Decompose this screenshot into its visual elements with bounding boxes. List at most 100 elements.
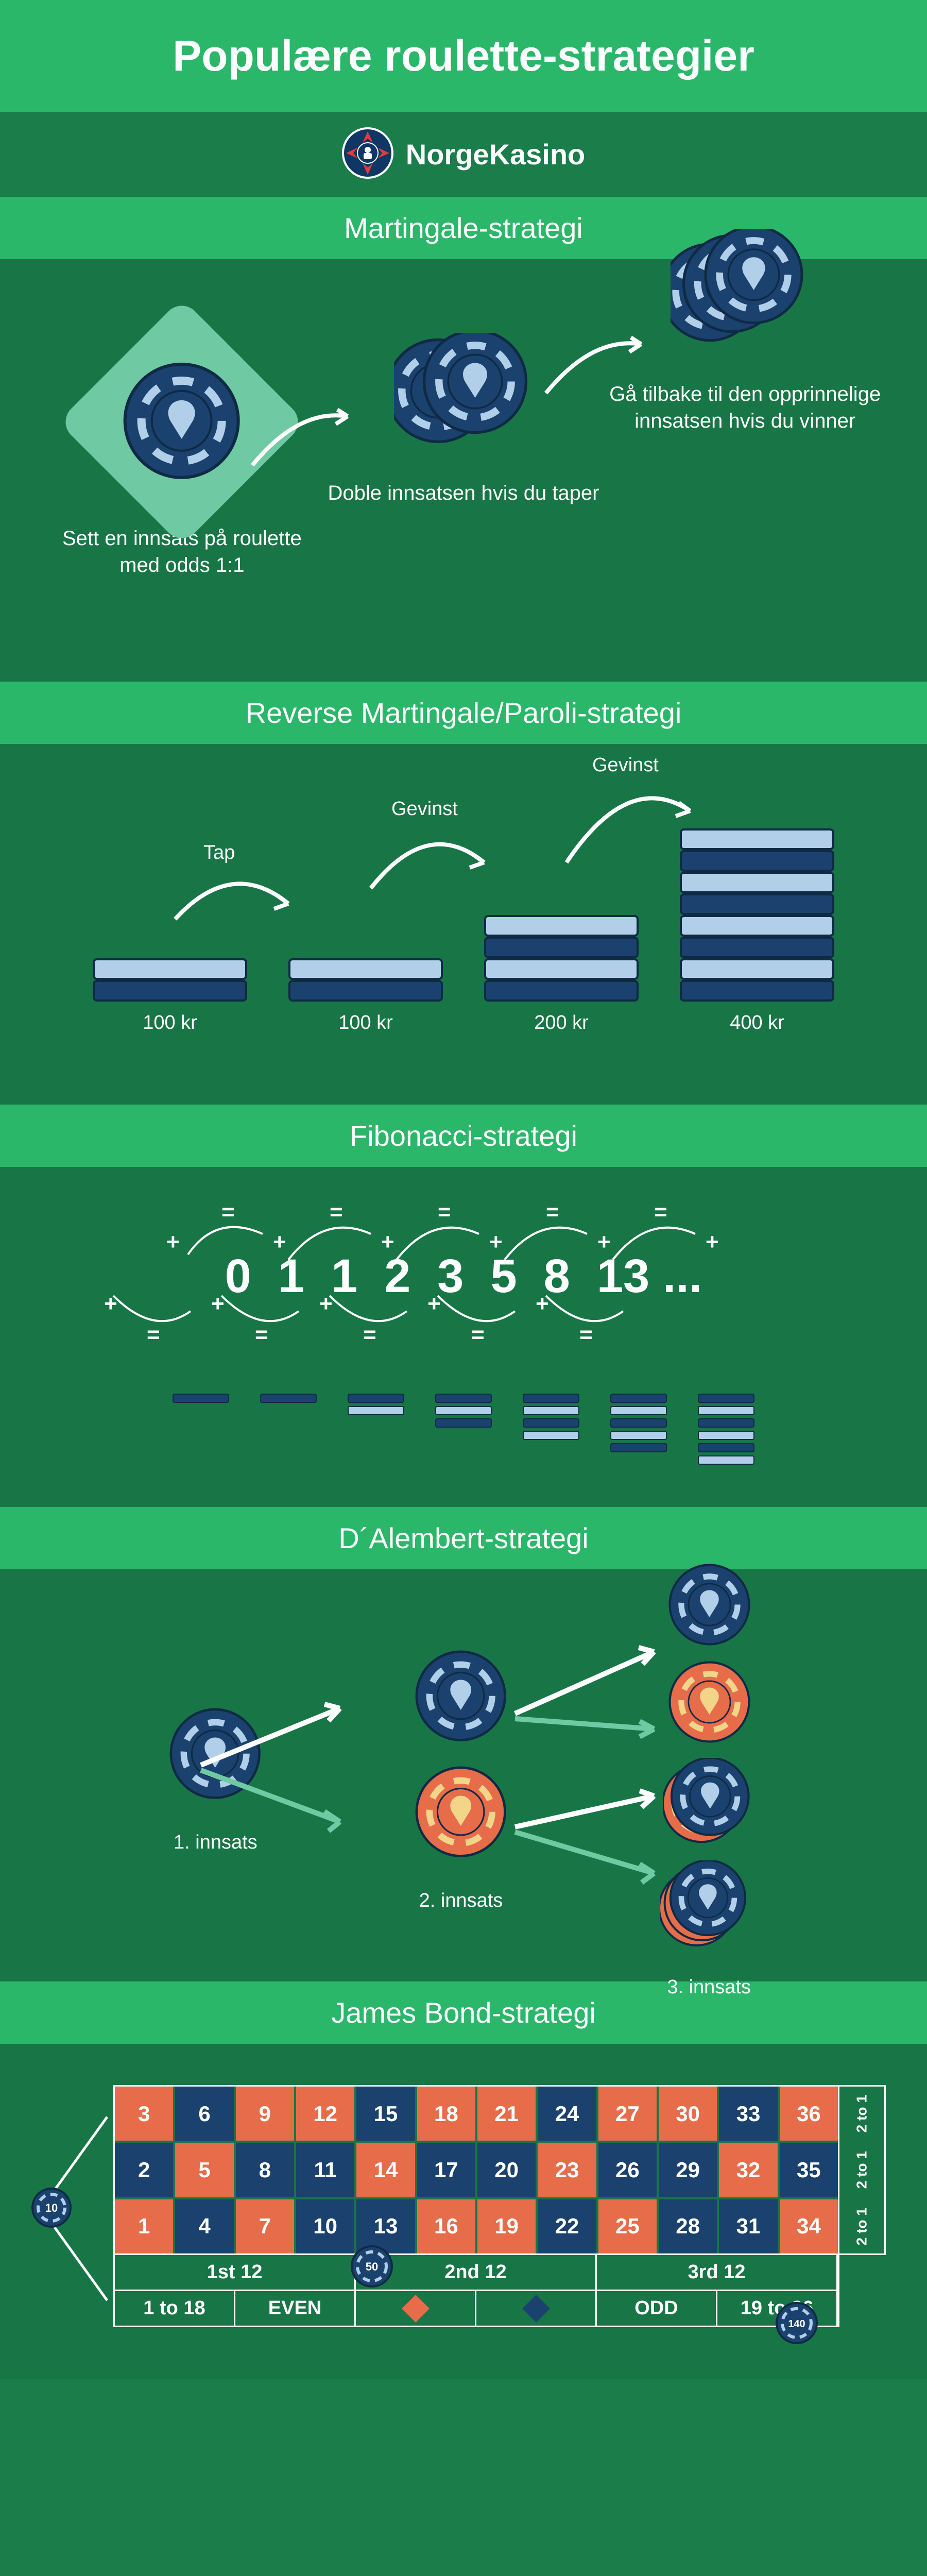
paroli-body: 100 kr100 kr200 kr400 kr Tap Gevinst Gev… <box>0 744 927 1105</box>
board-cell: 3 <box>115 2087 173 2141</box>
chip-stack <box>288 958 443 1002</box>
chip-slab <box>680 893 834 915</box>
bottom-cell: ODD <box>597 2291 717 2326</box>
chip-slab-small <box>173 1394 229 1403</box>
fib-chip-stack <box>610 1394 667 1465</box>
fibonacci-arcs-icon: ++++++ +++++ ===== ===== <box>41 1198 886 1363</box>
chip-slab-small <box>435 1406 492 1415</box>
chip-slab <box>288 980 443 1002</box>
chip-slab-small <box>698 1394 754 1403</box>
board-cell: 10 <box>296 2199 354 2253</box>
fibonacci-chip-stacks <box>41 1394 886 1465</box>
dalembert-col-3: 3. innsats <box>660 1563 758 1998</box>
svg-text:+: + <box>536 1291 549 1316</box>
chip-slab <box>680 958 834 980</box>
board-cell: 23 <box>538 2143 596 2197</box>
chip-slab-small <box>435 1418 492 1428</box>
stack-label: 100 kr <box>93 1012 247 1034</box>
svg-text:+: + <box>381 1229 394 1255</box>
dalembert-body: 1. innsats 2. innsats <box>0 1569 927 1981</box>
svg-text:=: = <box>221 1199 235 1225</box>
dalembert-heading: D´Alembert-strategi <box>0 1521 927 1555</box>
chip-blue-icon <box>169 1707 262 1803</box>
chip-slab <box>93 958 247 980</box>
chip-orange-icon <box>415 1766 507 1861</box>
chip-slab-small <box>698 1455 754 1465</box>
brand-bar: NorgeKasino <box>0 112 927 197</box>
bottom-cell: 1 to 18 <box>115 2291 235 2326</box>
svg-text:=: = <box>147 1322 160 1347</box>
board-cell: 17 <box>417 2143 475 2197</box>
svg-text:10: 10 <box>45 2201 58 2214</box>
martingale-step-3: Gå tilbake til den opprinnelige innsatse… <box>604 229 886 434</box>
fib-chip-stack <box>698 1394 754 1465</box>
svg-text:+: + <box>427 1291 441 1316</box>
fib-chip-stack <box>435 1394 492 1465</box>
chip-slab <box>93 980 247 1002</box>
board-cell: 24 <box>538 2087 596 2141</box>
numbers-area: 3691215182124273033362581114172023262932… <box>113 2085 839 2332</box>
board-cell: 4 <box>175 2199 233 2253</box>
board-cell: 28 <box>659 2199 717 2253</box>
bottom-cell: EVEN <box>235 2291 356 2326</box>
title-bar: Populære roulette-strategier <box>0 0 927 112</box>
chip-10-icon: 10 <box>31 2187 72 2231</box>
martingale-step2-caption: Doble innsatsen hvis du taper <box>323 480 605 506</box>
board-cell: 22 <box>538 2199 596 2253</box>
svg-text:50: 50 <box>366 2260 378 2273</box>
chip-slab-small <box>698 1443 754 1452</box>
chip-slab <box>288 958 443 980</box>
chip-slab-small <box>698 1431 754 1440</box>
page-title: Populære roulette-strategier <box>0 31 927 81</box>
svg-text:=: = <box>654 1199 667 1225</box>
chip-slab <box>680 915 834 937</box>
chip-50-icon: 50 <box>350 2245 393 2291</box>
jamesbond-body: 10 3691215182124273033362581114172023262… <box>0 2044 927 2379</box>
svg-text:+: + <box>319 1291 333 1316</box>
chip-slab <box>680 937 834 958</box>
fib-chip-stack <box>173 1394 229 1465</box>
svg-text:+: + <box>273 1229 286 1255</box>
board-cell: 31 <box>719 2199 777 2253</box>
chip-slab-small <box>348 1394 404 1403</box>
chip-icon <box>123 362 241 480</box>
chip-slab-small <box>610 1418 667 1428</box>
fib-chip-stack <box>348 1394 404 1465</box>
paroli-heading: Reverse Martingale/Paroli-strategi <box>0 696 927 730</box>
dalembert-col-1: 1. innsats <box>169 1707 262 1854</box>
fibonacci-body: 011235813 ... ++++++ +++++ ===== ===== <box>0 1167 927 1507</box>
two-to-one-column: 2 to 12 to 12 to 1 <box>839 2085 886 2255</box>
board-cell: 2 <box>115 2143 173 2197</box>
chip-slab-small <box>610 1443 667 1452</box>
svg-text:=: = <box>363 1322 376 1347</box>
jamesbond-heading: James Bond-strategi <box>0 1996 927 2029</box>
board-cell: 9 <box>236 2087 294 2141</box>
chip-slab-small <box>523 1431 579 1440</box>
infographic-root: Populære roulette-strategier NorgeKasino… <box>0 0 927 2576</box>
chip-blue-icon <box>415 1650 507 1745</box>
svg-text:=: = <box>255 1322 268 1347</box>
chip-mixed-icon <box>663 1758 756 1848</box>
paroli-arc-label-3: Gevinst <box>592 754 659 776</box>
paroli-heading-bar: Reverse Martingale/Paroli-strategi <box>0 682 927 744</box>
dalembert-label-2: 2. innsats <box>419 1890 503 1912</box>
chip-slab-small <box>523 1394 579 1403</box>
fibonacci-heading-bar: Fibonacci-strategi <box>0 1105 927 1167</box>
board-cell: 32 <box>719 2143 777 2197</box>
dalembert-arrows-2 <box>510 1631 675 1899</box>
board-cell: 15 <box>356 2087 415 2141</box>
svg-text:=: = <box>330 1199 343 1225</box>
svg-text:=: = <box>546 1199 559 1225</box>
chip-slab <box>680 872 834 893</box>
svg-text:+: + <box>489 1229 503 1255</box>
chip-slab-small <box>610 1394 667 1403</box>
stack-label: 100 kr <box>288 1012 443 1034</box>
number-grid: 3691215182124273033362581114172023262932… <box>113 2085 839 2255</box>
two-to-one-cell: 2 to 1 <box>839 2087 884 2141</box>
chip-stack <box>484 915 639 1002</box>
martingale-body: Sett en innsats på roulette med odds 1:1… <box>0 259 927 682</box>
dozen-row: 1st 122nd 123rd 12 <box>113 2255 839 2291</box>
chip-stack-3-icon <box>671 356 820 365</box>
fib-chip-stack <box>260 1394 317 1465</box>
chip-slab <box>484 937 639 958</box>
